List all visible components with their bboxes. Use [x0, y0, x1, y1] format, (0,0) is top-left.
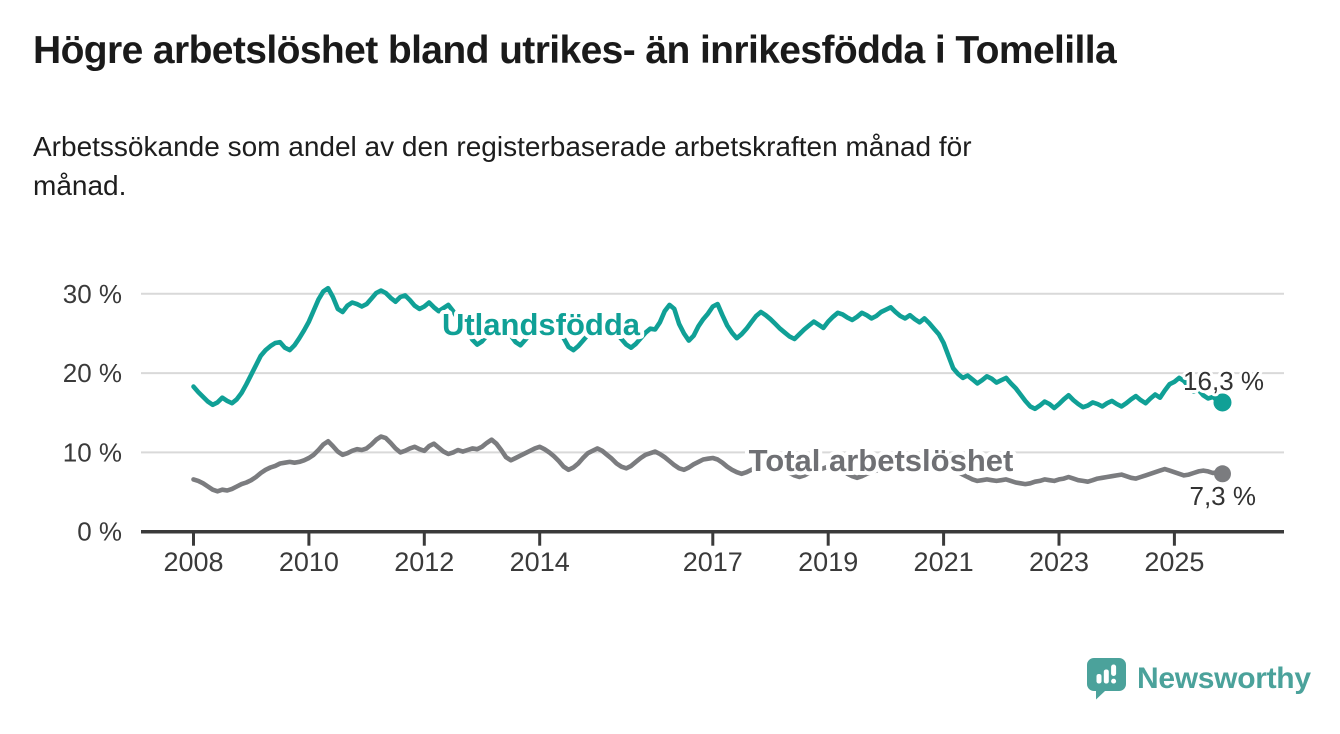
newsworthy-logo-text: Newsworthy — [1137, 661, 1311, 695]
end-value-label-total: 7,3 % — [1190, 481, 1257, 511]
chart-subtitle: Arbetssökande som andel av den registerb… — [33, 127, 1273, 205]
endpoint-dot-total — [1213, 465, 1231, 483]
x-axis-label-2010: 2010 — [279, 547, 339, 577]
chart-title: Högre arbetslöshet bland utrikes- än inr… — [33, 29, 1117, 72]
x-axis-label-2014: 2014 — [510, 547, 570, 577]
series-line-utlandsfodda — [191, 285, 1225, 412]
x-axis-label-2012: 2012 — [394, 547, 454, 577]
bar-medium — [1103, 669, 1109, 684]
series-label-total: Total arbetslöshet — [749, 443, 1014, 478]
x-axis-label-2019: 2019 — [798, 547, 858, 577]
chart-subtitle-line1: Arbetssökande som andel av den registerb… — [33, 131, 972, 162]
y-axis-label-30: 30 % — [63, 279, 122, 309]
series-label-utlandsfodda: Utlandsfödda — [442, 307, 641, 342]
endpoint-dot-utlandsfodda — [1213, 393, 1232, 412]
exclamation-bar — [1111, 664, 1117, 676]
newsworthy-logo: Newsworthy — [1086, 657, 1311, 700]
chart-subtitle-line2: månad. — [33, 170, 127, 201]
x-axis-label-2017: 2017 — [683, 547, 743, 577]
series-line-total — [191, 434, 1225, 494]
newsworthy-logo-icon — [1087, 658, 1126, 700]
y-axis-label-0: 0 % — [77, 517, 122, 547]
y-axis-label-20: 20 % — [63, 358, 122, 388]
y-axis-label-10: 10 % — [63, 437, 122, 467]
bar-small — [1096, 674, 1102, 684]
x-axis-label-2021: 2021 — [914, 547, 974, 577]
x-axis-label-2023: 2023 — [1029, 547, 1089, 577]
exclamation-dot — [1111, 678, 1117, 684]
x-axis-label-2025: 2025 — [1144, 547, 1204, 577]
end-value-label-utlandsfodda: 16,3 % — [1183, 366, 1264, 396]
x-axis-label-2008: 2008 — [163, 547, 223, 577]
